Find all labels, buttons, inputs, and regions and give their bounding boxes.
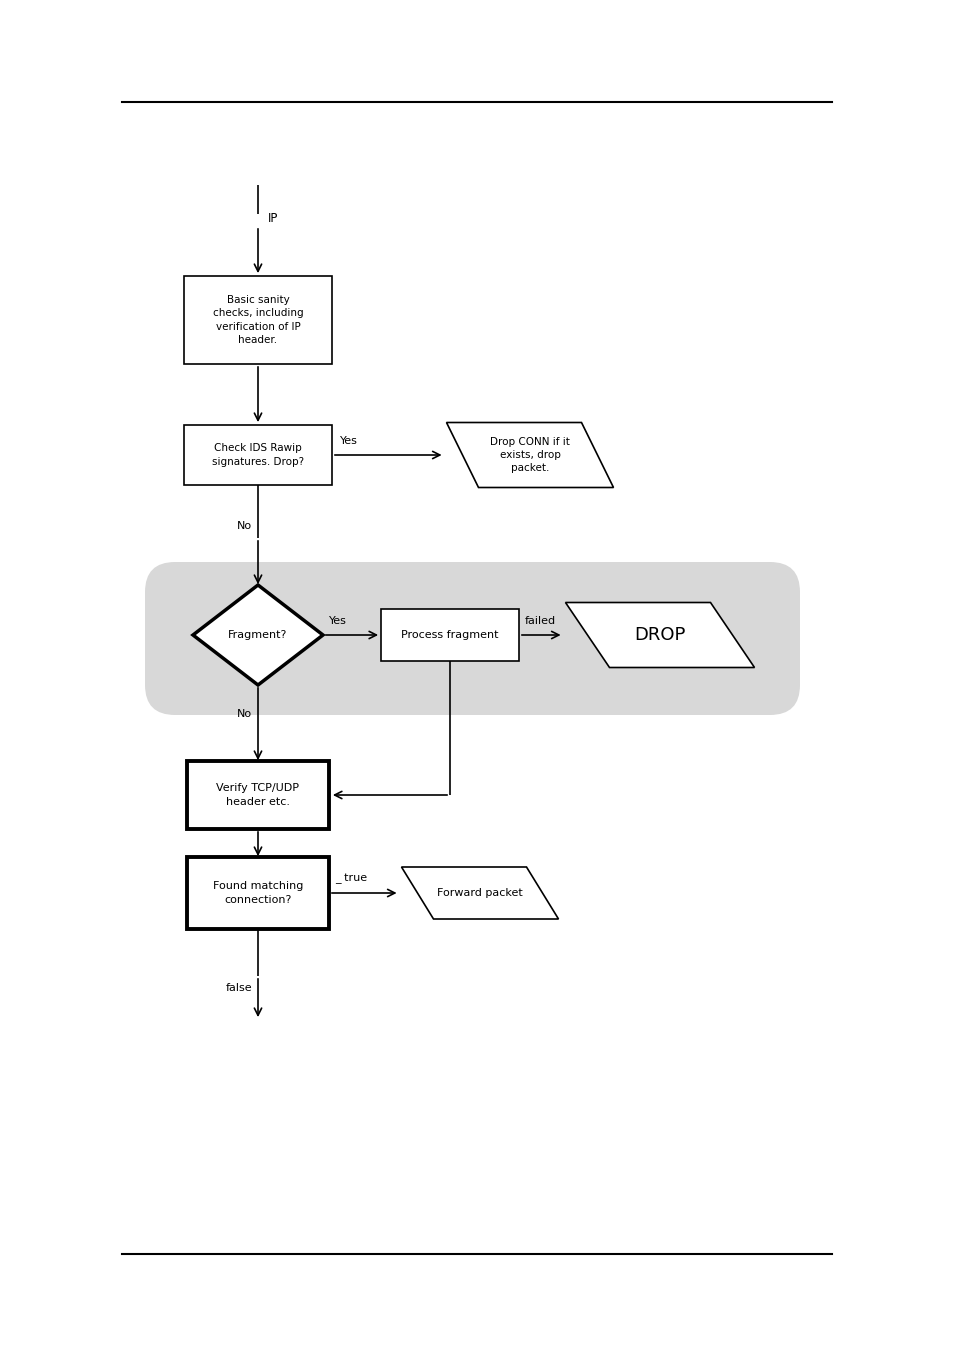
Polygon shape bbox=[193, 585, 323, 685]
Polygon shape bbox=[565, 603, 754, 667]
Text: Basic sanity
checks, including
verification of IP
header.: Basic sanity checks, including verificat… bbox=[213, 296, 303, 345]
Text: No: No bbox=[236, 709, 252, 719]
Bar bbox=[184, 426, 332, 485]
Text: No: No bbox=[236, 521, 252, 531]
Bar bbox=[184, 276, 332, 363]
Bar bbox=[187, 761, 329, 830]
Text: Drop CONN if it
exists, drop
packet.: Drop CONN if it exists, drop packet. bbox=[490, 436, 569, 473]
Text: Process fragment: Process fragment bbox=[401, 630, 498, 640]
Text: Found matching
connection?: Found matching connection? bbox=[213, 881, 303, 905]
Text: Yes: Yes bbox=[339, 436, 357, 446]
Bar bbox=[187, 857, 329, 929]
Text: DROP: DROP bbox=[634, 626, 685, 644]
Polygon shape bbox=[446, 423, 613, 488]
Text: Forward packet: Forward packet bbox=[436, 888, 522, 898]
Text: IP: IP bbox=[268, 212, 278, 224]
Text: _ true: _ true bbox=[335, 874, 367, 884]
Text: failed: failed bbox=[524, 616, 556, 626]
FancyBboxPatch shape bbox=[145, 562, 800, 715]
Text: Fragment?: Fragment? bbox=[228, 630, 288, 640]
Text: Verify TCP/UDP
header etc.: Verify TCP/UDP header etc. bbox=[216, 784, 299, 807]
Bar bbox=[380, 609, 518, 661]
Text: Check IDS Rawip
signatures. Drop?: Check IDS Rawip signatures. Drop? bbox=[212, 443, 304, 466]
Text: Yes: Yes bbox=[329, 616, 347, 626]
Text: false: false bbox=[225, 984, 252, 993]
Polygon shape bbox=[401, 867, 558, 919]
